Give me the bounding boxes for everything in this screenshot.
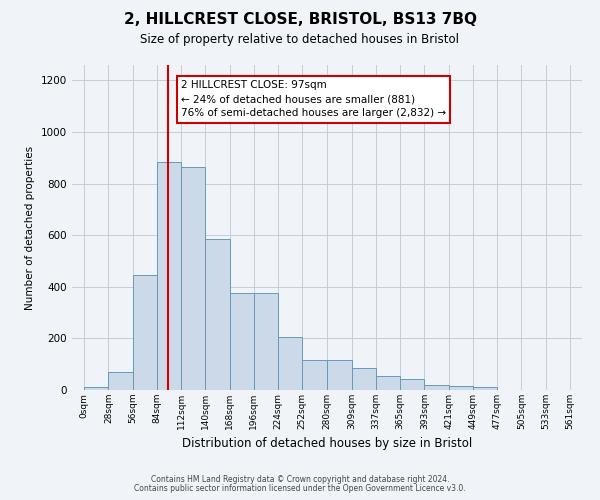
Bar xyxy=(449,386,473,390)
Bar xyxy=(109,372,133,390)
Text: Contains HM Land Registry data © Crown copyright and database right 2024.: Contains HM Land Registry data © Crown c… xyxy=(151,475,449,484)
Bar xyxy=(326,360,352,390)
Bar xyxy=(84,388,109,390)
Bar xyxy=(278,337,302,390)
Bar xyxy=(352,368,376,390)
Text: 2 HILLCREST CLOSE: 97sqm
← 24% of detached houses are smaller (881)
76% of semi-: 2 HILLCREST CLOSE: 97sqm ← 24% of detach… xyxy=(181,80,446,118)
Bar xyxy=(376,376,400,390)
Bar xyxy=(400,379,424,390)
Bar xyxy=(205,239,230,390)
Text: Contains public sector information licensed under the Open Government Licence v3: Contains public sector information licen… xyxy=(134,484,466,493)
Bar xyxy=(424,385,449,390)
Bar xyxy=(230,294,254,390)
X-axis label: Distribution of detached houses by size in Bristol: Distribution of detached houses by size … xyxy=(182,438,472,450)
Bar xyxy=(254,294,278,390)
Bar xyxy=(473,387,497,390)
Bar xyxy=(181,167,205,390)
Y-axis label: Number of detached properties: Number of detached properties xyxy=(25,146,35,310)
Text: Size of property relative to detached houses in Bristol: Size of property relative to detached ho… xyxy=(140,32,460,46)
Bar xyxy=(302,360,326,390)
Bar xyxy=(157,162,181,390)
Text: 2, HILLCREST CLOSE, BRISTOL, BS13 7BQ: 2, HILLCREST CLOSE, BRISTOL, BS13 7BQ xyxy=(124,12,476,28)
Bar xyxy=(133,275,157,390)
